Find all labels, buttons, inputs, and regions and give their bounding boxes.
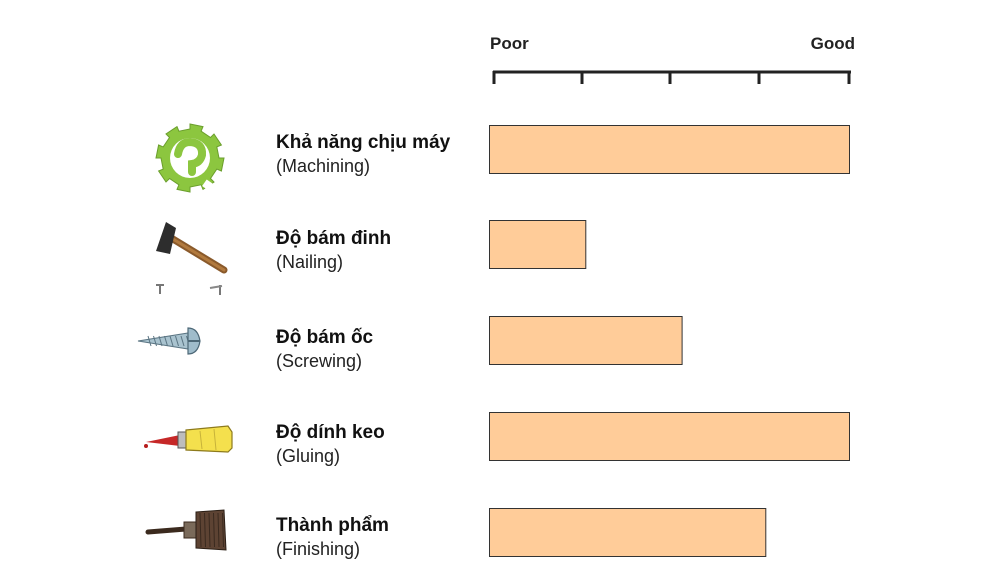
category-row: Thành phẩm (Finishing) — [145, 508, 767, 559]
category-row: Độ bám đinh (Nailing) — [156, 220, 587, 295]
category-row: Độ bám ốc (Screwing) — [137, 316, 683, 371]
glue-tube-icon — [144, 425, 233, 453]
rating-bar — [489, 316, 683, 365]
scale-min-label: Poor — [490, 34, 529, 53]
category-subtitle: (Screwing) — [276, 351, 362, 371]
category-title: Độ bám đinh — [276, 228, 391, 249]
scale-ticks — [492, 71, 851, 84]
paintbrush-icon — [145, 509, 227, 551]
category-subtitle: (Finishing) — [276, 539, 360, 559]
rating-bar — [489, 125, 850, 174]
category-title: Độ dính keo — [276, 422, 385, 443]
category-title: Thành phẩm — [276, 515, 389, 536]
rating-scale: Poor Good — [490, 34, 855, 84]
category-subtitle: (Machining) — [276, 156, 370, 176]
rating-bar — [489, 220, 587, 269]
rating-bar — [489, 412, 850, 461]
scale-max-label: Good — [811, 34, 855, 53]
category-subtitle: (Gluing) — [276, 446, 340, 466]
screw-icon — [137, 327, 201, 355]
category-row: Khả năng chịu máy (Machining) — [155, 123, 850, 196]
rating-bar — [489, 508, 767, 557]
category-title: Độ bám ốc — [276, 327, 374, 348]
hammer-icon — [156, 222, 228, 295]
category-title: Khả năng chịu máy — [276, 132, 451, 153]
category-subtitle: (Nailing) — [276, 252, 343, 272]
gear-icon — [155, 123, 225, 196]
category-rows: Khả năng chịu máy (Machining) Độ bám đinh (… — [137, 123, 850, 559]
category-row: Độ dính keo (Gluing) — [144, 412, 850, 466]
